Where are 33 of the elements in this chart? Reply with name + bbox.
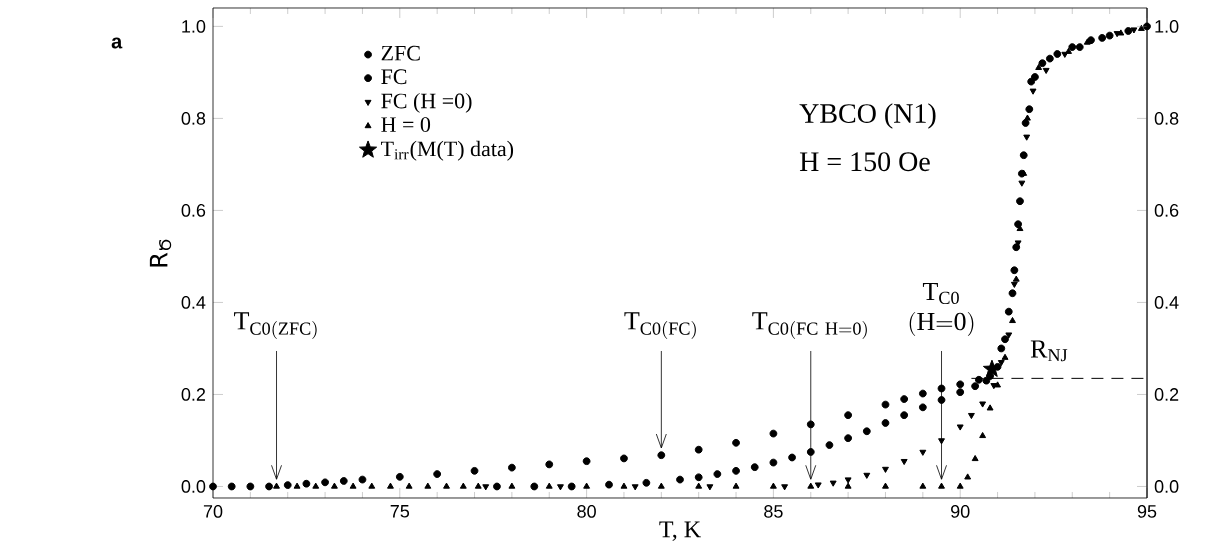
y-tick-label: 0.6 [181, 204, 206, 217]
y-tick-label: 0.8 [181, 112, 206, 125]
y2-tick-label: 0.2 [1154, 388, 1179, 401]
y2-tick-label: 0.6 [1154, 204, 1179, 217]
legend-label: ZFC [381, 45, 420, 61]
legend-label: T$_{irr}$(M(T) data) [381, 140, 514, 161]
legend-label: H = 0 [381, 117, 431, 133]
y2-tick-label: 0.4 [1154, 296, 1179, 309]
y-tick-label: 0.2 [181, 388, 206, 401]
y2-tick-label: 1.0 [1155, 20, 1179, 33]
x-tick-label: 90 [951, 505, 970, 518]
y-axis-title: R$_{Ծ}$ [149, 239, 172, 267]
x-tick-label: 80 [577, 505, 596, 518]
annotation: YBCO (N1) [799, 103, 936, 129]
x-tick-label: 95 [1137, 505, 1157, 518]
y2-tick-label: 0.8 [1154, 112, 1179, 125]
legend-label: FC (H =0) [381, 92, 472, 113]
y-tick-label: 0.4 [181, 296, 206, 309]
y2-tick-label: 0.0 [1154, 480, 1179, 493]
y-tick-label: 1.0 [182, 20, 206, 33]
legend-label: FC [381, 69, 407, 85]
annotation: $\begin{array}{c}\mathrm{T}_{\mathrm{C0}}\\ \mathrm{(H{=}0)}\end{array}$ [909, 282, 974, 337]
x-tick-label: 75 [390, 505, 410, 518]
x-tick-label: 70 [203, 505, 223, 518]
x-tick-label: 85 [764, 505, 783, 518]
series-label: R$_{NJ}$ [1030, 340, 1068, 362]
x-axis-title: T, K [659, 521, 701, 541]
annotation: H = 150 Oe [799, 152, 930, 172]
annotation: $\mathrm{T}_{\mathrm{C0(ZFC)}}$ [234, 312, 317, 340]
y-tick-label: 0.0 [181, 480, 206, 493]
annotation: $\mathrm{T}_{\mathrm{C0(FC)}}$ [624, 312, 696, 340]
text: a [111, 37, 123, 49]
annotation: $\mathrm{T}_{\mathrm{C0(FC\ H{=}0)}}$ [752, 312, 867, 340]
